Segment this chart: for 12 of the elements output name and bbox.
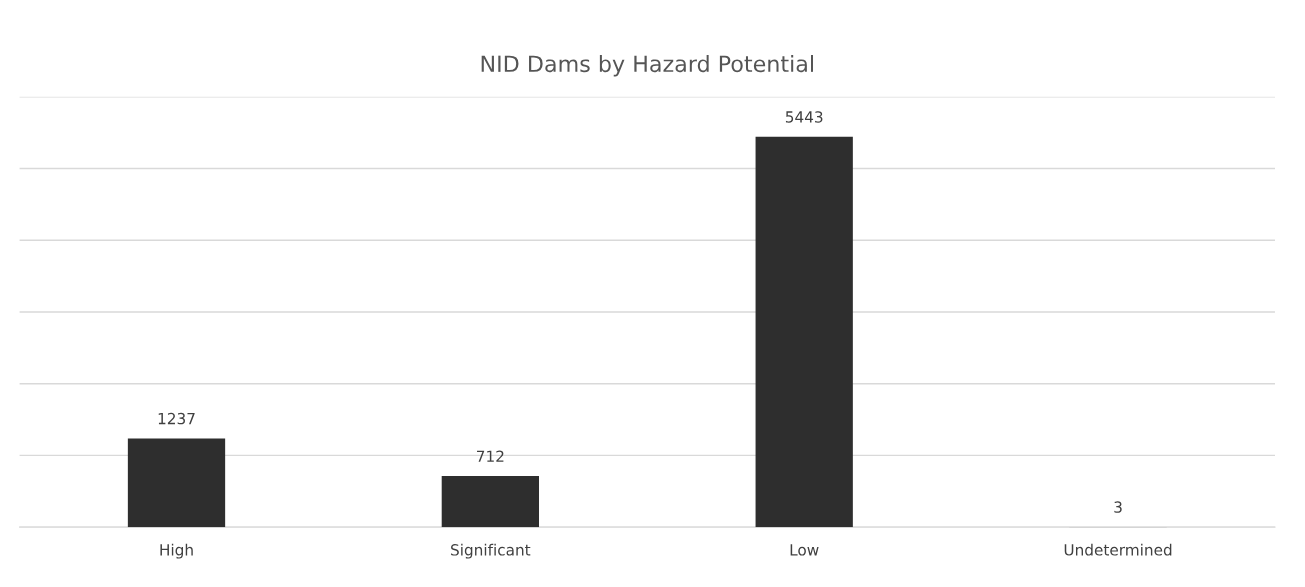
bar bbox=[441, 476, 539, 528]
x-tick-label: High bbox=[160, 543, 193, 559]
bar bbox=[127, 438, 226, 528]
data-label: 5443 bbox=[785, 111, 823, 123]
data-label: 1237 bbox=[158, 412, 195, 425]
x-tick-label: Low bbox=[790, 544, 819, 556]
x-tick-label: Undetermined bbox=[1064, 543, 1172, 556]
x-tick-label: Significant bbox=[451, 543, 531, 559]
chart-title: NID Dams by Hazard Potential bbox=[481, 54, 813, 77]
data-label: 712 bbox=[477, 450, 504, 462]
bar bbox=[755, 136, 853, 528]
data-label: 3 bbox=[1114, 501, 1122, 513]
